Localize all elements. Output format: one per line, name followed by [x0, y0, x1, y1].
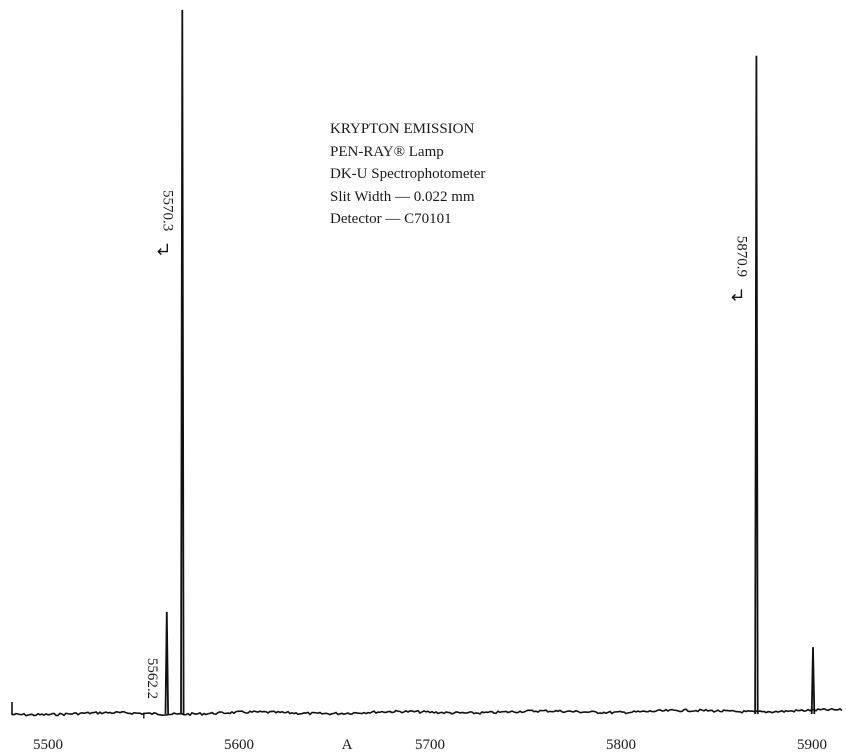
- annotation-line-detector: Detector — C70101: [330, 211, 452, 227]
- baseline-trace: [11, 702, 843, 717]
- annotation-line-lamp: PEN-RAY® Lamp: [330, 143, 444, 160]
- peak-5870.9: [754, 55, 759, 715]
- x-tick-label-5500: 5500: [33, 737, 63, 753]
- annotation-line-instrument: DK-U Spectrophotometer: [330, 166, 486, 182]
- emission-peaks: [164, 9, 816, 715]
- peak-marker-5870.9: [731, 289, 743, 301]
- annotation-line-title: KRYPTON EMISSION: [330, 121, 475, 137]
- x-tick-label-5600: 5600: [224, 737, 254, 753]
- peak-5570.3: [180, 9, 185, 715]
- annotation-block: KRYPTON EMISSION PEN-RAY® Lamp DK-U Spec…: [330, 118, 485, 231]
- peak-label-5570.3: 5570.3: [159, 190, 175, 231]
- x-tick-label-5800: 5800: [606, 737, 636, 753]
- peak-marker-5570.3: [157, 243, 168, 256]
- x-axis-label: A: [342, 737, 353, 753]
- peak-label-5562.2: 5562.2: [144, 658, 160, 699]
- x-tick-label-5700: 5700: [415, 737, 445, 753]
- peak-unlabeled-3: [810, 647, 816, 715]
- peak-5562.2: [164, 611, 169, 715]
- baseline-line: [11, 702, 843, 717]
- peak-labels: 5562.2 5570.3 5870.9: [143, 190, 749, 719]
- x-tick-label-5900: 5900: [797, 737, 827, 753]
- annotation-line-slit: Slit Width — 0.022 mm: [330, 188, 475, 205]
- x-axis-ticks: 5500 5600 5700 5800 5900: [33, 737, 827, 753]
- peak-label-5870.9: 5870.9: [733, 236, 749, 277]
